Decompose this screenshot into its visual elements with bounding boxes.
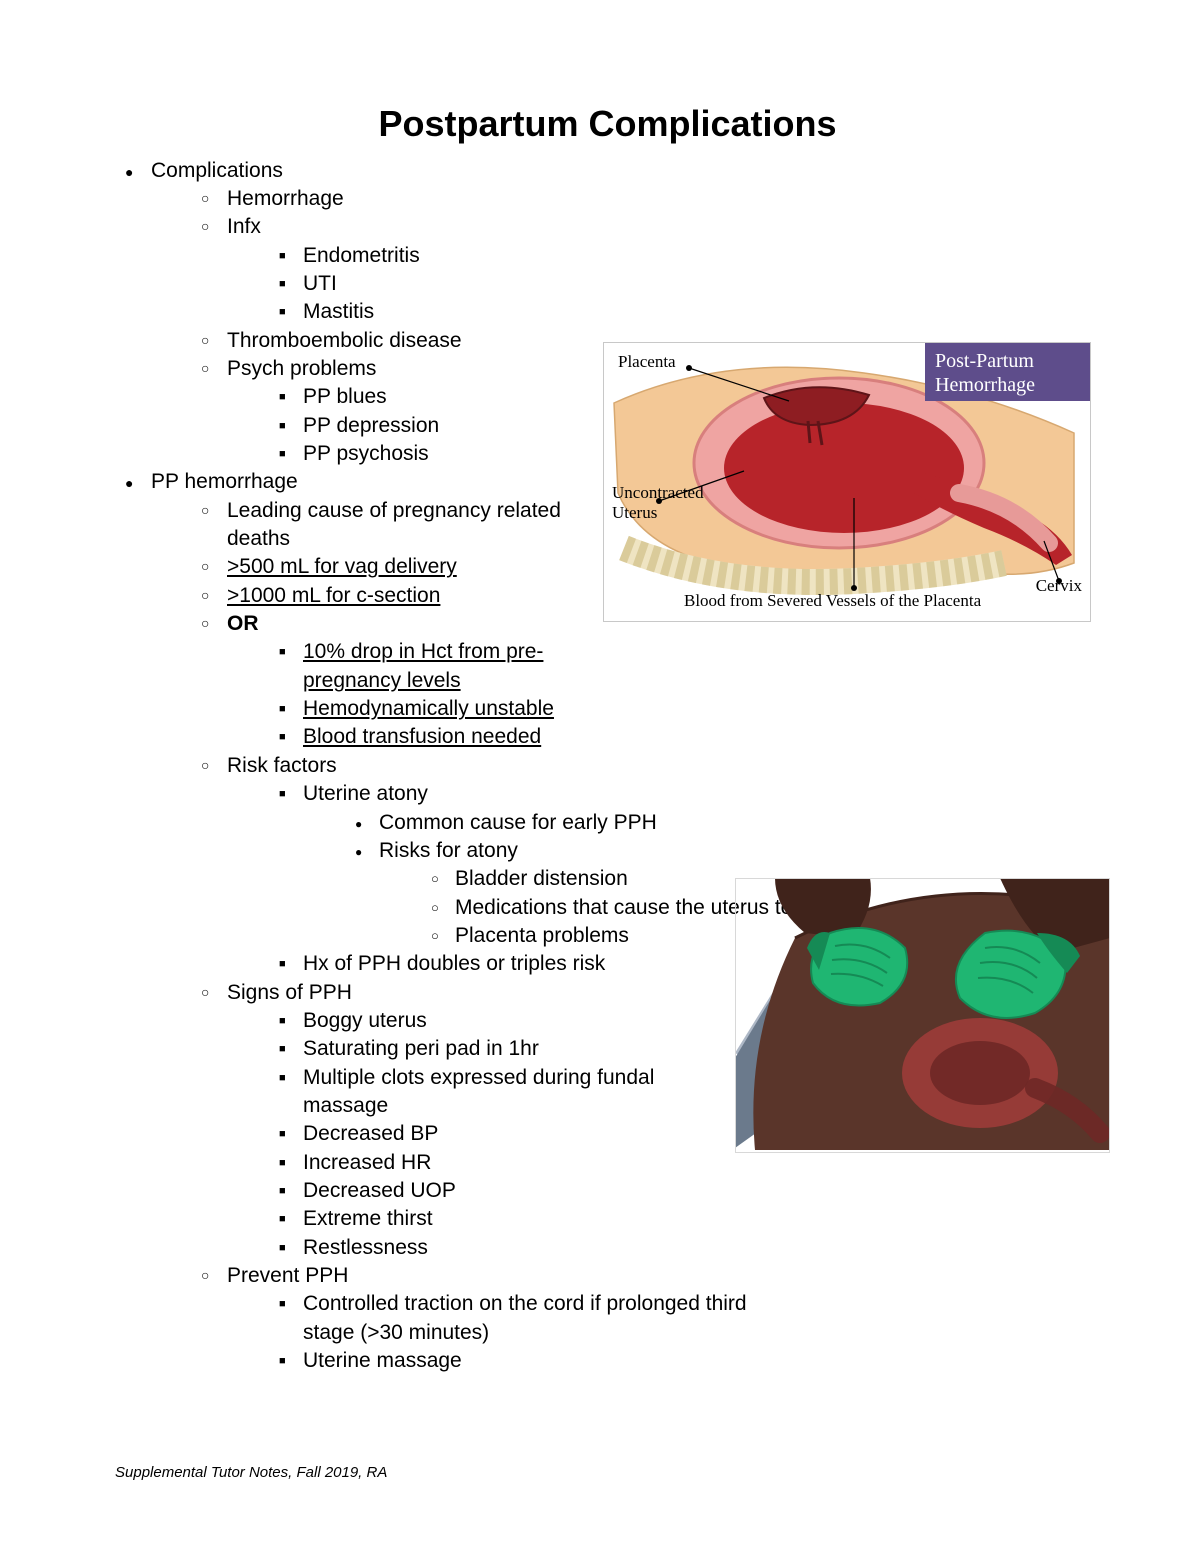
item-bp: Decreased BP: [303, 1122, 438, 1145]
item-signs: Signs of PPH: [227, 981, 352, 1004]
item-prevent: Prevent PPH: [227, 1264, 348, 1287]
footer-note: Supplemental Tutor Notes, Fall 2019, RA: [115, 1463, 387, 1483]
label-uterus-1: Uncontracted: [612, 483, 704, 502]
outline-root: Complications Hemorrhage Infx Endometrit…: [115, 157, 1100, 1376]
item-hx-pph: Hx of PPH doubles or triples risk: [303, 952, 605, 975]
item-uop: Decreased UOP: [303, 1179, 456, 1202]
item-pp-psychosis: PP psychosis: [303, 442, 429, 465]
item-uterine-atony: Uterine atony: [303, 782, 428, 805]
item-traction: Controlled traction on the cord if prolo…: [303, 1290, 763, 1347]
item-leading-cause: Leading cause of pregnancy related death…: [227, 497, 607, 554]
item-thrombo: Thromboembolic disease: [227, 329, 462, 352]
item-mastitis: Mastitis: [303, 300, 374, 323]
item-hemo-unstable: Hemodynamically unstable: [303, 697, 554, 720]
item-endometritis: Endometritis: [303, 244, 420, 267]
item-or: OR: [227, 612, 259, 635]
figure-badge: Post-Partum Hemorrhage: [925, 343, 1090, 401]
item-uti: UTI: [303, 272, 337, 295]
label-uterus-2: Uterus: [612, 503, 657, 522]
item-massage: Uterine massage: [303, 1349, 462, 1372]
figure-fundal-massage: [735, 878, 1110, 1153]
label-placenta: Placenta: [618, 351, 676, 374]
item-thirst: Extreme thirst: [303, 1207, 433, 1230]
sec-pph: PP hemorrhage: [151, 470, 298, 493]
label-cervix: Cervix: [1036, 575, 1082, 598]
item-pp-blues: PP blues: [303, 385, 387, 408]
page-title: Postpartum Complications: [115, 100, 1100, 149]
item-pp-depression: PP depression: [303, 414, 439, 437]
item-infx: Infx: [227, 215, 261, 238]
item-transfusion: Blood transfusion needed: [303, 725, 541, 748]
sec-complications: Complications: [151, 159, 283, 182]
item-bladder: Bladder distension: [455, 867, 628, 890]
item-placenta-problems: Placenta problems: [455, 924, 629, 947]
item-boggy: Boggy uterus: [303, 1009, 427, 1032]
item-hr: Increased HR: [303, 1151, 431, 1174]
item-atony-common: Common cause for early PPH: [379, 811, 657, 834]
badge-line2: Hemorrhage: [935, 374, 1035, 396]
item-risk-factors: Risk factors: [227, 754, 337, 777]
item-hct-drop: 10% drop in Hct from pre-pregnancy level…: [303, 638, 563, 695]
item-psych: Psych problems: [227, 357, 376, 380]
item-clots: Multiple clots expressed during fundal m…: [303, 1064, 723, 1121]
label-caption: Blood from Severed Vessels of the Placen…: [684, 590, 981, 613]
badge-line1: Post-Partum: [935, 350, 1034, 372]
figure-pph-anatomy: Post-Partum Hemorrhage Placenta Uncontra…: [603, 342, 1091, 622]
item-atony-risks: Risks for atony: [379, 839, 518, 862]
item-csection-threshold: >1000 mL for c-section: [227, 584, 440, 607]
item-restless: Restlessness: [303, 1236, 428, 1259]
item-hemorrhage: Hemorrhage: [227, 187, 344, 210]
item-vag-threshold: >500 mL for vag delivery: [227, 555, 457, 578]
item-peri-pad: Saturating peri pad in 1hr: [303, 1037, 539, 1060]
